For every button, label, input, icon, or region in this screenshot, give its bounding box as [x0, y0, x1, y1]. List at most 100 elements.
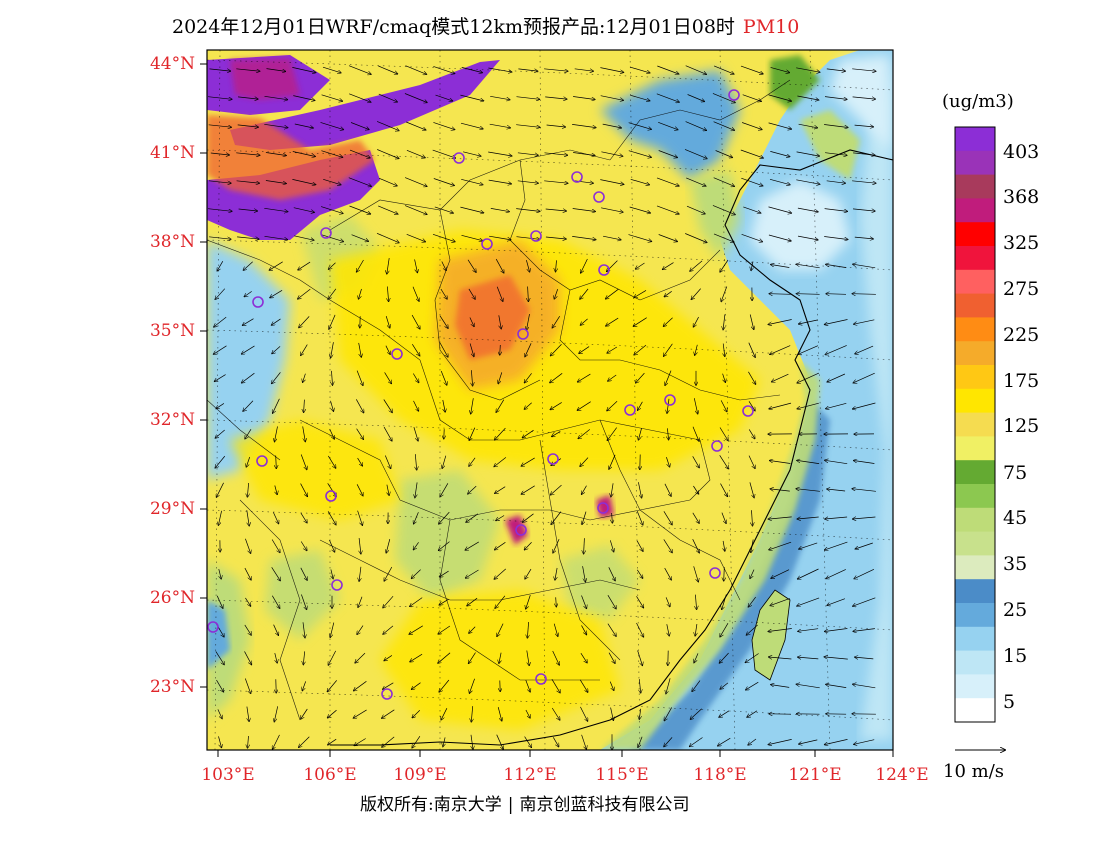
- wind-arrow: [466, 569, 479, 578]
- wind-arrow: [218, 510, 222, 525]
- wind-arrow: [797, 517, 819, 519]
- station-marker-icon: [624, 404, 636, 416]
- wind-arrow: [300, 454, 307, 470]
- wind-arrow: [331, 342, 334, 358]
- wind-arrow: [521, 457, 535, 466]
- wind-arrow: [799, 739, 818, 744]
- wind-arrow: [824, 657, 848, 660]
- wind-arrow: [526, 260, 529, 272]
- colorbar-swatch: [955, 603, 995, 628]
- wind-arrow: [855, 345, 874, 354]
- station-marker-icon: [481, 238, 493, 250]
- wind-arrow: [580, 288, 589, 299]
- lat-label: 38°N: [149, 232, 195, 252]
- wind-arrow: [433, 122, 454, 129]
- wind-arrow: [797, 372, 820, 383]
- lon-label: 115°E: [595, 765, 649, 785]
- wind-arrow: [723, 343, 725, 357]
- wind-arrow: [768, 234, 791, 241]
- wind-arrow: [406, 233, 426, 241]
- wind-arrow: [217, 261, 224, 271]
- station-marker-icon: [711, 440, 723, 452]
- wind-arrow: [357, 259, 364, 272]
- copyright-right: 南京创蓝科技有限公司: [519, 795, 690, 815]
- wind-arrow: [527, 621, 528, 638]
- wind-arrow: [273, 398, 280, 413]
- wind-arrow: [357, 510, 363, 526]
- wind-arrow: [525, 568, 532, 579]
- wind-arrow: [471, 370, 472, 386]
- wind-arrow: [385, 345, 390, 355]
- wind-arrow: [208, 180, 231, 183]
- wind-arrow: [628, 150, 651, 158]
- wind-arrow: [245, 597, 250, 606]
- wind-arrow: [768, 94, 792, 101]
- wind-arrow: [269, 261, 283, 270]
- wind-arrow: [329, 262, 336, 269]
- wind-arrow: [271, 595, 279, 609]
- wind-arrow: [827, 598, 846, 606]
- wind-arrow: [713, 177, 735, 187]
- station-marker-icon: [728, 89, 740, 101]
- wind-arrow: [359, 538, 361, 554]
- wind-arrow: [301, 708, 308, 719]
- map-title: 2024年12月01日WRF/cmaq模式12km预报产品:12月01日08时 P…: [172, 12, 799, 39]
- wind-arrow: [743, 206, 760, 213]
- wind-arrow: [441, 708, 448, 720]
- station-marker-icon: [664, 394, 676, 406]
- wind-arrow: [298, 288, 311, 299]
- wind-arrow: [578, 429, 591, 438]
- wind-arrow: [275, 653, 277, 663]
- wind-arrow: [634, 344, 647, 355]
- wind-arrow: [769, 178, 790, 184]
- wind-arrow: [236, 152, 260, 155]
- wind-arrow: [740, 65, 763, 74]
- wind-arrow: [768, 628, 792, 632]
- wind-arrow: [663, 317, 673, 327]
- wind-arrow: [798, 657, 819, 659]
- wind-arrow: [612, 512, 613, 523]
- wind-arrow: [825, 152, 847, 156]
- wind-arrow: [524, 736, 532, 748]
- wind-arrow: [577, 401, 591, 411]
- wind-arrow: [495, 486, 506, 494]
- wind-arrow: [639, 679, 640, 693]
- wind-arrow: [439, 541, 450, 551]
- wind-arrow: [797, 207, 818, 212]
- wind-arrow: [552, 737, 558, 746]
- wind-arrow: [469, 457, 476, 466]
- wind-arrow: [581, 258, 588, 273]
- wind-arrow: [413, 426, 418, 441]
- wind-arrow: [265, 152, 286, 156]
- wind-arrow: [354, 681, 367, 690]
- wind-arrow: [630, 66, 650, 73]
- wind-arrow: [497, 623, 504, 637]
- wind-arrow: [796, 67, 820, 72]
- wind-arrow: [665, 597, 670, 606]
- lon-label: 109°E: [393, 765, 447, 785]
- wind-arrow: [656, 205, 679, 214]
- wind-arrow: [826, 684, 847, 688]
- wind-arrow: [496, 399, 505, 413]
- wind-arrow: [719, 652, 729, 663]
- wind-arrow: [273, 624, 279, 636]
- wind-arrow: [827, 373, 846, 382]
- wind-arrow: [386, 539, 391, 553]
- wind-arrow: [526, 594, 531, 609]
- wind-arrow: [349, 149, 370, 158]
- colorbar-label: 325: [1003, 232, 1040, 254]
- wind-arrow: [469, 343, 474, 357]
- wind-arrow: [724, 567, 725, 581]
- wind-arrow: [552, 431, 561, 436]
- colorbar-swatch: [955, 579, 995, 604]
- wind-arrow: [771, 265, 790, 268]
- wind-arrow: [854, 461, 875, 464]
- station-marker-icon: [256, 455, 268, 467]
- wind-arrow: [684, 149, 707, 158]
- wind-arrow: [441, 261, 446, 271]
- wind-arrow: [663, 262, 674, 270]
- wind-arrow: [275, 485, 277, 495]
- wind-arrow: [440, 483, 449, 496]
- wind-arrow: [499, 652, 501, 664]
